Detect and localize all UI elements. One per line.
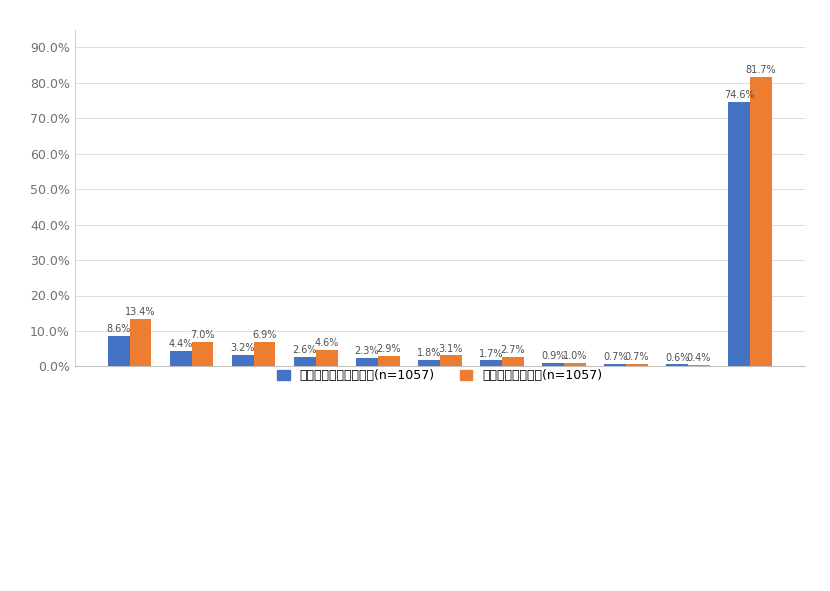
Text: 13.4%: 13.4% — [125, 307, 156, 317]
Text: 2.7%: 2.7% — [500, 345, 525, 355]
Bar — [688, 365, 710, 366]
Bar — [129, 319, 151, 366]
Bar — [750, 77, 772, 366]
Text: 3.1%: 3.1% — [438, 343, 463, 353]
Text: 0.7%: 0.7% — [603, 352, 627, 362]
Bar — [108, 336, 129, 366]
Text: 6.9%: 6.9% — [252, 330, 276, 340]
Text: 0.7%: 0.7% — [625, 352, 649, 362]
Bar — [170, 351, 192, 366]
Bar — [626, 364, 647, 366]
Bar — [729, 102, 750, 366]
Text: 0.6%: 0.6% — [665, 352, 690, 362]
Text: 2.9%: 2.9% — [377, 345, 401, 355]
Bar — [666, 364, 688, 366]
Text: 1.7%: 1.7% — [479, 349, 503, 359]
Text: 7.0%: 7.0% — [190, 330, 215, 340]
Text: 8.6%: 8.6% — [106, 324, 131, 334]
Bar — [192, 342, 213, 366]
Text: 2.6%: 2.6% — [293, 345, 317, 355]
Text: 1.8%: 1.8% — [417, 348, 442, 358]
Bar — [254, 342, 276, 366]
Text: 0.9%: 0.9% — [541, 352, 565, 362]
Bar — [294, 357, 315, 366]
Text: 3.2%: 3.2% — [231, 343, 255, 353]
Text: 74.6%: 74.6% — [724, 90, 754, 100]
Bar — [356, 358, 378, 366]
Bar — [315, 350, 338, 366]
Text: 4.4%: 4.4% — [168, 339, 193, 349]
Bar — [232, 355, 254, 366]
Bar — [440, 355, 461, 366]
Bar — [564, 363, 586, 366]
Text: 81.7%: 81.7% — [745, 65, 776, 75]
Text: 1.0%: 1.0% — [563, 351, 587, 361]
Bar — [378, 356, 399, 366]
Bar — [502, 357, 524, 366]
Text: 4.6%: 4.6% — [315, 338, 339, 348]
Bar — [481, 361, 502, 366]
Text: 2.3%: 2.3% — [354, 346, 379, 356]
Legend: これまでに相談した先(n=1057), 今後相談したい先(n=1057): これまでに相談した先(n=1057), 今後相談したい先(n=1057) — [272, 364, 608, 387]
Bar — [418, 360, 440, 366]
Text: 0.4%: 0.4% — [686, 353, 711, 363]
Bar — [542, 363, 564, 366]
Bar — [604, 364, 626, 366]
